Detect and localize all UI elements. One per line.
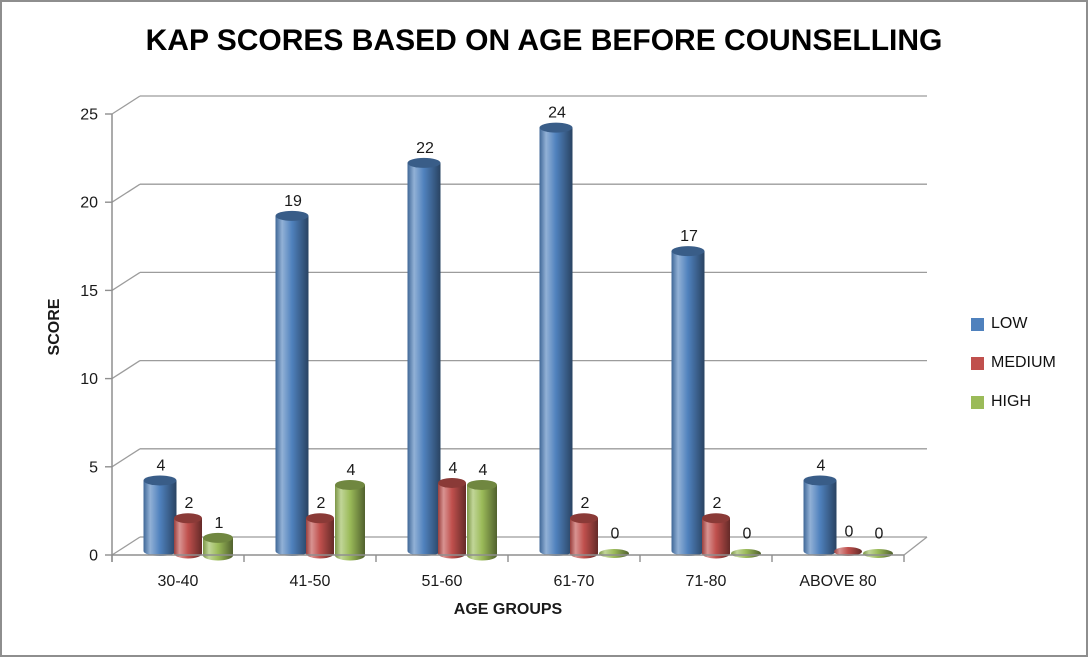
cylinder-medium-1: 2	[306, 495, 334, 559]
y-tick-label: 15	[80, 283, 98, 300]
cylinder-medium-2: 4	[438, 460, 466, 559]
cylinder-high-5: 0	[863, 526, 893, 558]
cylinder-low-0: 4	[143, 457, 177, 556]
x-category-label: 71-80	[686, 573, 727, 590]
floor-left-edge	[111, 536, 141, 556]
legend-item-high: HIGH	[971, 393, 1056, 411]
gridline-depth	[111, 95, 141, 115]
y-tick-label: 20	[80, 195, 98, 212]
cylinder-medium-4: 2	[702, 495, 730, 559]
cylinder-medium-3: 2	[570, 495, 598, 559]
gridline-depth	[111, 448, 141, 468]
cylinder-high-4: 0	[731, 526, 761, 558]
legend-label-low: LOW	[991, 315, 1028, 332]
y-tick-label: 10	[80, 371, 98, 388]
data-label: 4	[817, 457, 826, 474]
x-category-label: 51-60	[422, 573, 463, 590]
legend: LOW MEDIUM HIGH	[971, 315, 1056, 432]
data-label: 0	[611, 526, 620, 543]
cylinder-low-1: 19	[275, 193, 309, 556]
cylinder-low-2: 22	[407, 140, 441, 557]
gridline-depth	[111, 271, 141, 291]
data-label: 0	[743, 526, 752, 543]
legend-swatch-low	[971, 317, 984, 331]
cylinder-low-3: 24	[539, 105, 573, 556]
legend-swatch-medium	[971, 356, 984, 370]
data-label: 0	[875, 526, 884, 543]
x-axis-title: AGE GROUPS	[454, 601, 563, 618]
x-category-label: 61-70	[554, 573, 595, 590]
legend-item-medium: MEDIUM	[971, 354, 1056, 372]
cylinder-low-4: 17	[671, 228, 705, 556]
legend-label-high: HIGH	[991, 393, 1031, 410]
floor-right-edge	[903, 536, 928, 556]
data-label: 24	[548, 105, 566, 122]
legend-label-medium: MEDIUM	[991, 354, 1056, 371]
data-label: 4	[449, 460, 458, 477]
data-label: 1	[215, 515, 224, 532]
data-label: 4	[347, 462, 356, 479]
data-label: 2	[317, 495, 326, 512]
data-label: 17	[680, 228, 698, 245]
cylinder-high-0: 1	[203, 515, 233, 561]
data-label: 19	[284, 193, 302, 210]
x-category-label: 41-50	[290, 573, 331, 590]
cylinder-high-3: 0	[599, 526, 629, 558]
data-label: 2	[185, 495, 194, 512]
data-label: 2	[713, 495, 722, 512]
legend-item-low: LOW	[971, 315, 1056, 333]
data-label: 4	[157, 457, 166, 474]
gridline-depth	[111, 360, 141, 380]
gridline-depth	[111, 183, 141, 203]
cylinder-medium-5: 0	[834, 524, 862, 556]
cylinder-high-1: 4	[335, 462, 365, 561]
y-axis-title: SCORE	[46, 298, 63, 355]
data-label: 2	[581, 495, 590, 512]
x-category-label: ABOVE 80	[799, 573, 876, 590]
x-category-label: 30-40	[158, 573, 199, 590]
data-label: 4	[479, 462, 488, 479]
y-tick-label: 25	[80, 107, 98, 124]
cylinder-medium-0: 2	[174, 495, 202, 559]
data-label: 22	[416, 140, 434, 157]
y-tick-label: 5	[89, 459, 98, 476]
legend-swatch-high	[971, 395, 984, 409]
chart-title: KAP SCORES BASED ON AGE BEFORE COUNSELLI…	[145, 24, 943, 57]
cylinder-low-5: 4	[803, 457, 837, 556]
y-tick-label: 0	[89, 548, 98, 565]
data-label: 0	[845, 524, 854, 541]
cylinder-high-2: 4	[467, 462, 497, 561]
